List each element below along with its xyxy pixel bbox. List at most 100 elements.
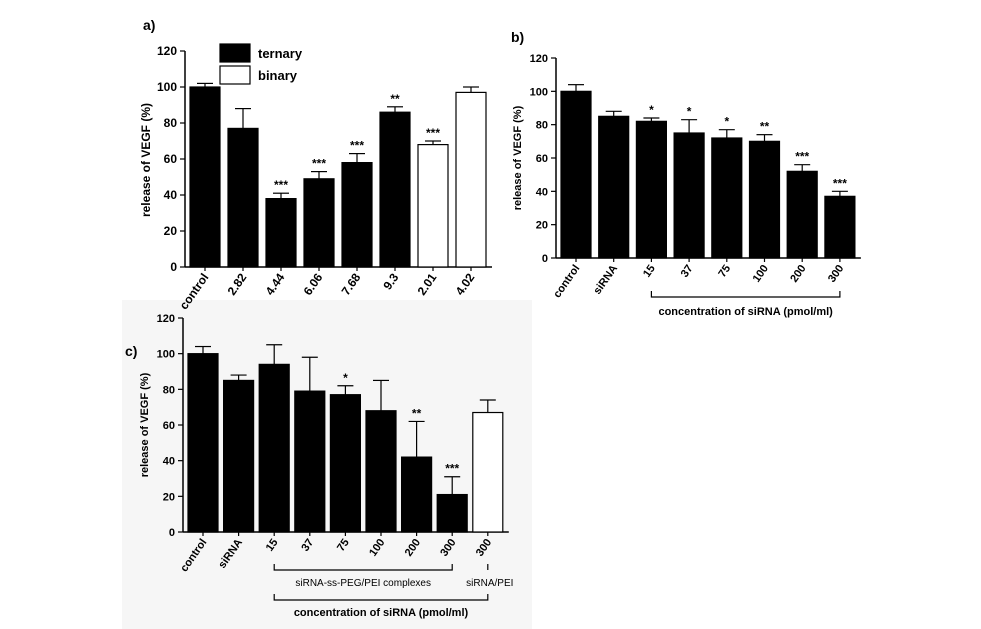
- y-axis-title: release of VEGF (%): [512, 105, 524, 210]
- bar: [401, 456, 433, 533]
- y-tick-label: 40: [164, 188, 178, 202]
- bar: [417, 144, 449, 268]
- bar: [786, 170, 818, 259]
- y-tick-label: 60: [536, 153, 548, 165]
- panel-label: b): [511, 29, 524, 45]
- category-label: 4.44: [263, 270, 288, 297]
- legend-swatch: [219, 43, 251, 63]
- y-tick-label: 20: [163, 491, 175, 503]
- y-tick-label: 0: [170, 260, 177, 274]
- significance-label: ***: [833, 176, 847, 190]
- concentration-bracket: [650, 291, 841, 298]
- y-tick-label: 60: [164, 152, 178, 166]
- category-label: 75: [335, 537, 352, 554]
- y-tick-label: 80: [163, 384, 175, 396]
- legend-label: ternary: [258, 46, 303, 61]
- y-tick-label: 0: [169, 527, 175, 539]
- group-label: siRNA-ss-PEG/PEI complexes: [295, 578, 431, 589]
- category-label: 4.02: [453, 270, 478, 297]
- bar: [303, 178, 335, 268]
- bar: [673, 132, 705, 259]
- bar: [341, 162, 373, 268]
- bar: [598, 115, 630, 259]
- legend-label: binary: [258, 68, 298, 83]
- y-tick-label: 120: [530, 53, 548, 65]
- category-label: siRNA: [216, 537, 245, 571]
- category-label: siRNA: [591, 263, 620, 297]
- concentration-bracket: [273, 594, 489, 601]
- bar: [560, 90, 592, 259]
- bar: [472, 411, 504, 533]
- bar: [329, 394, 361, 533]
- y-tick-label: 120: [157, 313, 175, 325]
- bar: [635, 120, 668, 259]
- significance-label: **: [390, 92, 400, 106]
- significance-label: ***: [426, 126, 440, 140]
- significance-label: ***: [312, 157, 326, 171]
- panel-label: c): [125, 343, 137, 359]
- complexes-bracket: [273, 564, 453, 571]
- bar: [436, 493, 468, 533]
- significance-label: *: [343, 371, 348, 385]
- y-tick-label: 120: [157, 44, 177, 58]
- category-label: 300: [438, 537, 458, 559]
- y-tick-label: 80: [164, 116, 178, 130]
- y-tick-label: 100: [157, 349, 175, 361]
- significance-label: **: [760, 120, 770, 134]
- bar: [258, 363, 290, 533]
- bar: [227, 127, 259, 268]
- bar: [455, 91, 487, 268]
- category-label: 200: [788, 263, 808, 285]
- significance-label: ***: [274, 178, 288, 192]
- category-label: 300: [474, 537, 494, 559]
- significance-label: **: [412, 406, 422, 420]
- category-label: control: [178, 537, 209, 574]
- category-label: control: [551, 263, 582, 300]
- category-label: 37: [299, 537, 316, 554]
- panel-b: b) 0 20 40 60 80 100 120 release of VEGF (%) cont…: [511, 29, 861, 318]
- significance-label: *: [649, 103, 654, 117]
- significance-label: ***: [445, 462, 459, 476]
- y-tick-label: 80: [536, 120, 548, 132]
- y-tick-label: 60: [163, 420, 175, 432]
- category-label: 7.68: [339, 270, 364, 297]
- category-label: control: [177, 271, 212, 312]
- y-tick-label: 20: [536, 220, 548, 232]
- category-label: 200: [403, 537, 423, 559]
- y-axis-title: release of VEGF (%): [139, 372, 151, 477]
- category-label: 2.01: [415, 270, 440, 297]
- panel-c: c) 0 20 40 60 80 100 120 release of VEGF (%) cont…: [125, 313, 513, 619]
- category-label: 2.82: [225, 270, 250, 297]
- bar: [365, 410, 397, 533]
- bar: [824, 195, 856, 259]
- y-axis-title: release of VEGF (%): [139, 103, 153, 217]
- y-tick-label: 20: [164, 224, 178, 238]
- category-label: 100: [751, 263, 771, 285]
- bar: [379, 111, 411, 268]
- significance-label: *: [687, 105, 692, 119]
- category-label: 75: [716, 263, 733, 280]
- significance-label: ***: [350, 139, 364, 153]
- y-tick-label: 100: [530, 86, 548, 98]
- bar: [265, 198, 297, 268]
- category-label: 100: [367, 537, 387, 559]
- bar: [748, 140, 781, 259]
- category-label: 9.3: [380, 270, 401, 292]
- category-label: 6.06: [301, 270, 326, 297]
- category-label: 37: [679, 263, 696, 280]
- significance-label: ***: [795, 150, 809, 164]
- bar: [187, 353, 219, 533]
- y-tick-label: 40: [536, 186, 548, 198]
- significance-label: *: [724, 115, 729, 129]
- category-label: 15: [264, 537, 281, 554]
- bar: [294, 390, 326, 533]
- bracket-label: concentration of siRNA (pmol/ml): [658, 306, 833, 318]
- bar: [223, 379, 255, 533]
- category-label: 300: [826, 263, 846, 285]
- y-tick-label: 0: [542, 253, 548, 265]
- category-label: 15: [641, 263, 658, 280]
- legend-swatch: [219, 65, 251, 85]
- y-tick-label: 100: [157, 80, 177, 94]
- y-tick-label: 40: [163, 456, 175, 468]
